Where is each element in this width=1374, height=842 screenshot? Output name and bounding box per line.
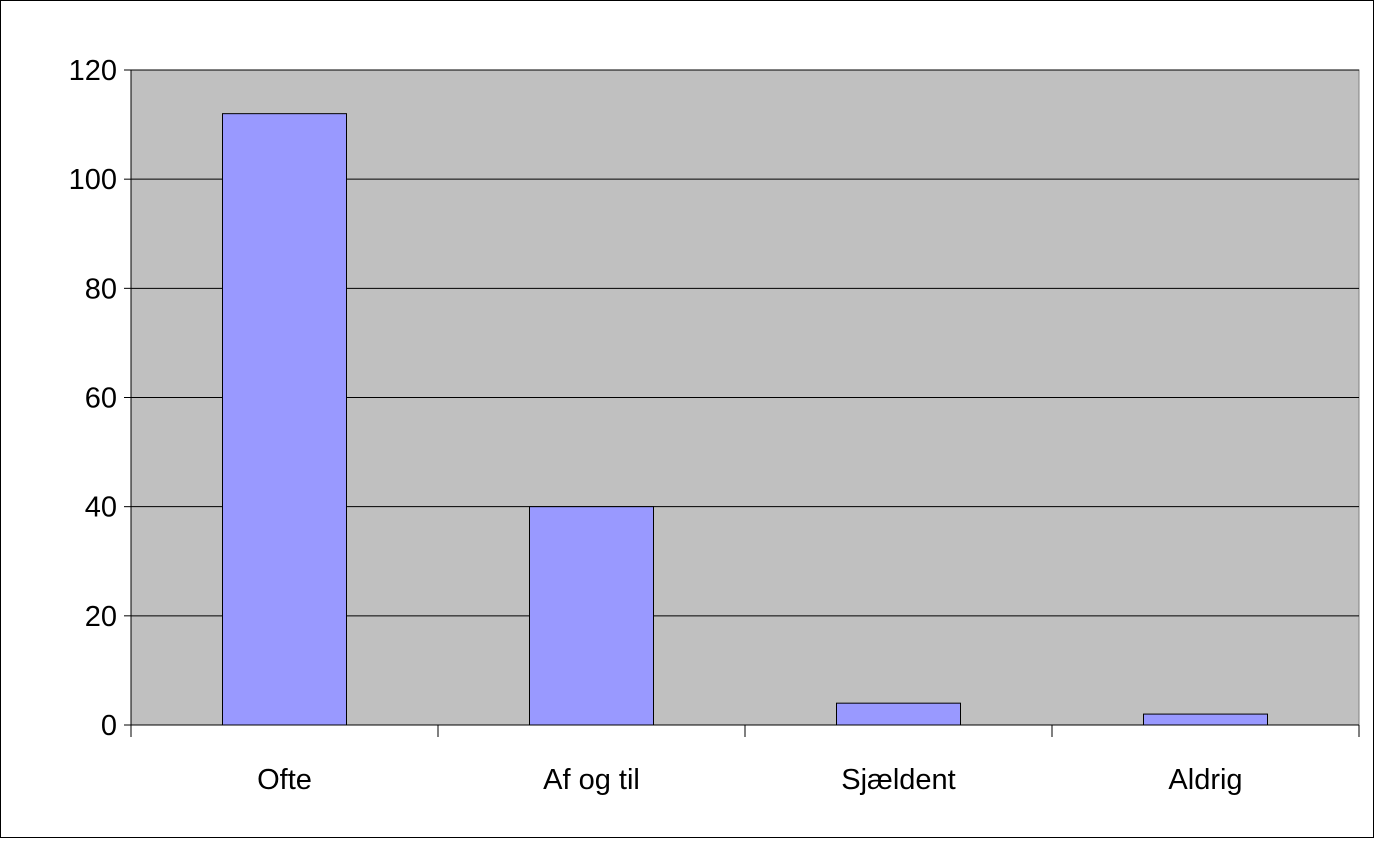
bars bbox=[222, 113, 1268, 726]
x-tick-labels: Ofte Af og til Sjældent Aldrig bbox=[257, 764, 1242, 796]
y-tick-label: 0 bbox=[101, 710, 117, 742]
bar-sj-ldent bbox=[836, 702, 961, 726]
bar-ofte bbox=[222, 113, 347, 726]
x-tick-label: Aldrig bbox=[1168, 764, 1242, 796]
x-tick-label: Ofte bbox=[257, 764, 312, 796]
bar-aldrig bbox=[1143, 713, 1268, 726]
y-tick-labels: 0 20 40 60 80 100 120 bbox=[69, 55, 117, 742]
y-tick-label: 120 bbox=[69, 55, 117, 87]
y-tick-label: 60 bbox=[85, 383, 117, 415]
y-tick-label: 100 bbox=[69, 164, 117, 196]
y-tick-label: 20 bbox=[85, 601, 117, 633]
x-tick-label: Af og til bbox=[543, 764, 640, 796]
axes bbox=[124, 69, 1360, 737]
bar-af-og-til bbox=[529, 506, 654, 726]
y-tick-label: 80 bbox=[85, 273, 117, 305]
x-tick-label: Sjældent bbox=[841, 764, 955, 796]
y-tick-label: 40 bbox=[85, 492, 117, 524]
